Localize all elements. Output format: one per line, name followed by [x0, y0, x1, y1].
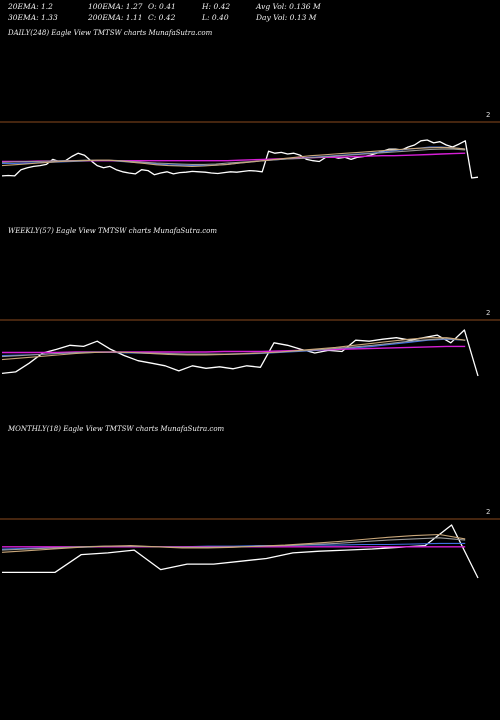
daily-price-line — [1, 139, 479, 179]
ema30-value: 30EMA: 1.33 — [8, 13, 58, 22]
ema200-value: 200EMA: 1.11 — [88, 13, 143, 22]
avg-vol-value: Avg Vol: 0.136 M — [256, 2, 321, 11]
daily-axis-tick-label: 2 — [486, 111, 490, 119]
close-value: C: 0.42 — [148, 13, 176, 22]
daily-chart-title: DAILY(248) Eagle View TMTSW charts Munaf… — [8, 29, 213, 37]
weekly-axis-tick-label: 2 — [486, 309, 490, 317]
day-vol-value: Day Vol: 0.13 M — [256, 13, 317, 22]
weekly-price-line — [1, 329, 479, 377]
monthly-axis-tick-label: 2 — [486, 508, 490, 516]
ema20-value: 20EMA: 1.2 — [8, 2, 53, 11]
monthly-ema-tan-line — [1, 533, 466, 553]
open-value: O: 0.41 — [148, 2, 176, 11]
weekly-ema-magenta-line — [2, 345, 466, 354]
weekly-ema-tan-line — [1, 337, 466, 361]
high-value: H: 0.42 — [202, 2, 231, 11]
monthly-price-line — [2, 524, 479, 579]
ema100-value: 100EMA: 1.27 — [88, 2, 143, 11]
weekly-chart-title: WEEKLY(57) Eagle View TMTSW charts Munaf… — [8, 227, 218, 235]
monthly-chart-title: MONTHLY(18) Eagle View TMTSW charts Muna… — [8, 425, 225, 433]
low-value: L: 0.40 — [202, 13, 229, 22]
daily-ema-tan-line — [1, 146, 466, 167]
